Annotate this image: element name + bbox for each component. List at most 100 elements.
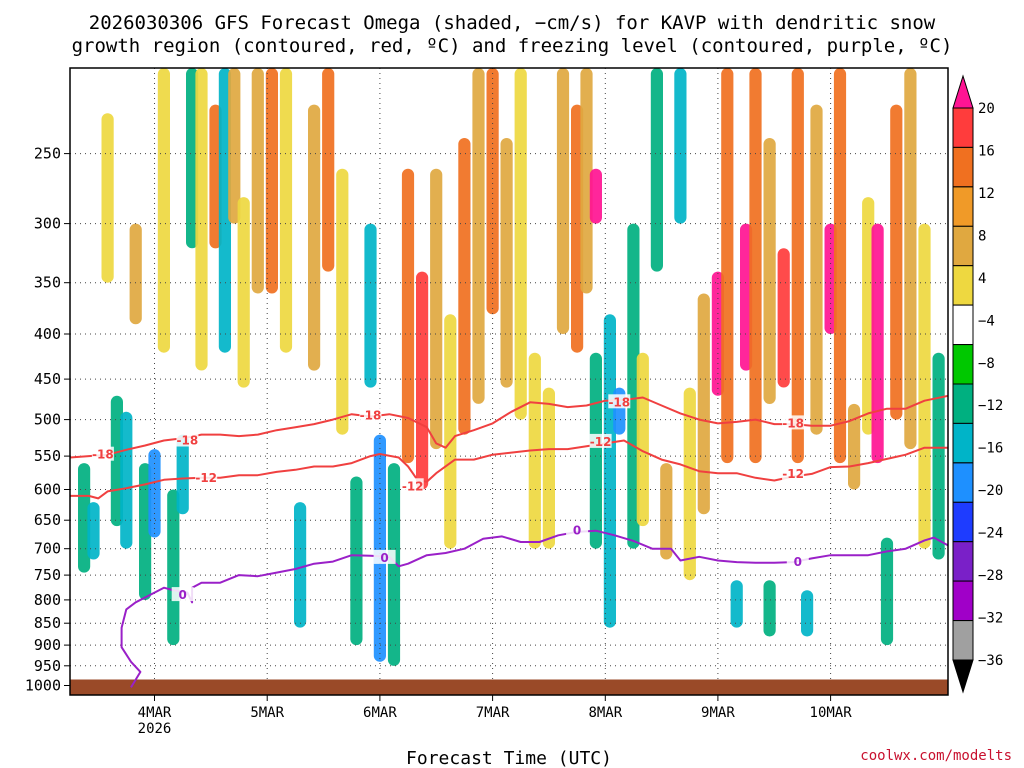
omega-cell	[801, 590, 814, 637]
omega-cell	[251, 68, 264, 294]
contour-label: -12	[590, 435, 612, 449]
contour-label-bg	[566, 522, 589, 537]
omega-cell	[871, 223, 884, 464]
colorbar-box	[952, 580, 974, 621]
contour-label-bg	[171, 587, 194, 602]
omega-cell	[401, 168, 415, 464]
omega-cell	[218, 68, 231, 353]
y-tick-label: 1000	[25, 677, 61, 695]
colorbar-label: −32	[978, 611, 1003, 627]
x-tick-label: 6MAR	[363, 705, 397, 721]
colorbar-label: −16	[978, 441, 1003, 457]
colorbar-box	[952, 501, 974, 543]
colorbar-label: −24	[978, 526, 1003, 542]
y-tick-label: 800	[34, 591, 61, 609]
colorbar-box	[952, 225, 974, 267]
source-credit: coolwx.com/modelts	[860, 748, 1012, 764]
omega-cell	[890, 104, 903, 420]
omega-cell	[636, 352, 649, 527]
contour-label: -12	[402, 479, 424, 493]
x-tick-label: 7MAR	[476, 705, 510, 721]
omega-cell	[500, 138, 513, 388]
contour-label: -18	[782, 416, 804, 430]
contour-label-bg	[373, 549, 396, 564]
x-tick-sublabel: 2026	[138, 721, 172, 737]
omega-cell	[580, 68, 593, 294]
y-tick-label: 850	[34, 614, 61, 632]
colorbar-label: −4	[978, 313, 995, 329]
omega-cell	[237, 197, 250, 388]
omega-cell	[749, 68, 762, 464]
omega-cell	[763, 138, 776, 404]
contour-label-bg	[176, 432, 199, 447]
omega-cell	[350, 476, 363, 646]
omega-cell	[674, 68, 687, 224]
omega-cell	[139, 463, 152, 600]
colorbar-label: 12	[978, 186, 995, 202]
colorbar-label: 16	[978, 144, 995, 160]
colorbar-label: 20	[978, 101, 995, 117]
colorbar-box	[952, 422, 974, 464]
omega-cell	[101, 113, 114, 283]
colorbar-box	[952, 344, 974, 385]
contour-label: -18	[608, 395, 630, 409]
chart-title-line-1: 2026030306 GFS Forecast Omega (shaded, −…	[89, 12, 936, 34]
omega-cell	[660, 463, 673, 560]
colorbar-label: −36	[978, 653, 1003, 669]
omega-cell	[186, 68, 199, 249]
contour-label: 0	[573, 524, 581, 538]
omega-cell	[265, 68, 278, 294]
omega-cell	[157, 68, 170, 353]
omega-cell	[120, 411, 133, 549]
contour-label: -12	[195, 471, 217, 485]
y-tick-label: 500	[34, 411, 61, 429]
omega-cell	[364, 223, 377, 388]
colorbar-box	[952, 265, 974, 306]
contour-label-bg	[195, 469, 218, 484]
omega-cell	[458, 138, 471, 435]
omega-cell	[571, 104, 584, 353]
contour-label-bg	[608, 394, 631, 409]
contour-label: -18	[360, 409, 382, 423]
omega-cell	[721, 68, 734, 464]
colorbar-box	[952, 107, 974, 148]
omega-cell	[176, 434, 189, 515]
omega-cell	[486, 68, 499, 315]
y-tick-label: 250	[34, 145, 61, 163]
omega-cell	[740, 223, 753, 371]
omega-cell	[918, 223, 931, 549]
omega-cell	[810, 104, 823, 435]
colorbar-box	[952, 186, 974, 227]
colorbar-top-arrow	[952, 74, 974, 109]
colorbar-label: −28	[978, 568, 1003, 584]
omega-cell	[294, 502, 307, 628]
omega-cell	[336, 168, 349, 435]
omega-cell	[833, 68, 847, 464]
contour-label-bg	[782, 415, 805, 430]
omega-cell	[514, 68, 527, 420]
y-tick-label: 650	[34, 511, 61, 529]
omega-cell	[110, 395, 123, 527]
contour--12C	[70, 439, 948, 500]
omega-cell	[848, 403, 861, 490]
omega-cell	[78, 463, 91, 573]
omega-cell	[791, 68, 804, 464]
contour-label: -12	[782, 467, 804, 481]
x-tick-label: 9MAR	[701, 705, 735, 721]
y-tick-label: 750	[34, 566, 61, 584]
omega-cell	[589, 168, 602, 224]
contour-label: -18	[92, 448, 114, 462]
colorbar-label: 4	[978, 271, 986, 287]
omega-shading	[78, 68, 945, 666]
omega-cell	[627, 223, 640, 549]
contour-label-bg	[359, 407, 382, 422]
y-tick-label: 900	[34, 636, 61, 654]
ground-layer	[70, 679, 948, 695]
omega-cell	[87, 502, 100, 560]
omega-cell	[209, 104, 222, 249]
contour-label-bg	[786, 554, 809, 569]
omega-cell	[228, 68, 241, 224]
omega-cell	[542, 387, 555, 549]
contour-0C	[120, 529, 948, 688]
y-tick-label: 350	[34, 274, 61, 292]
